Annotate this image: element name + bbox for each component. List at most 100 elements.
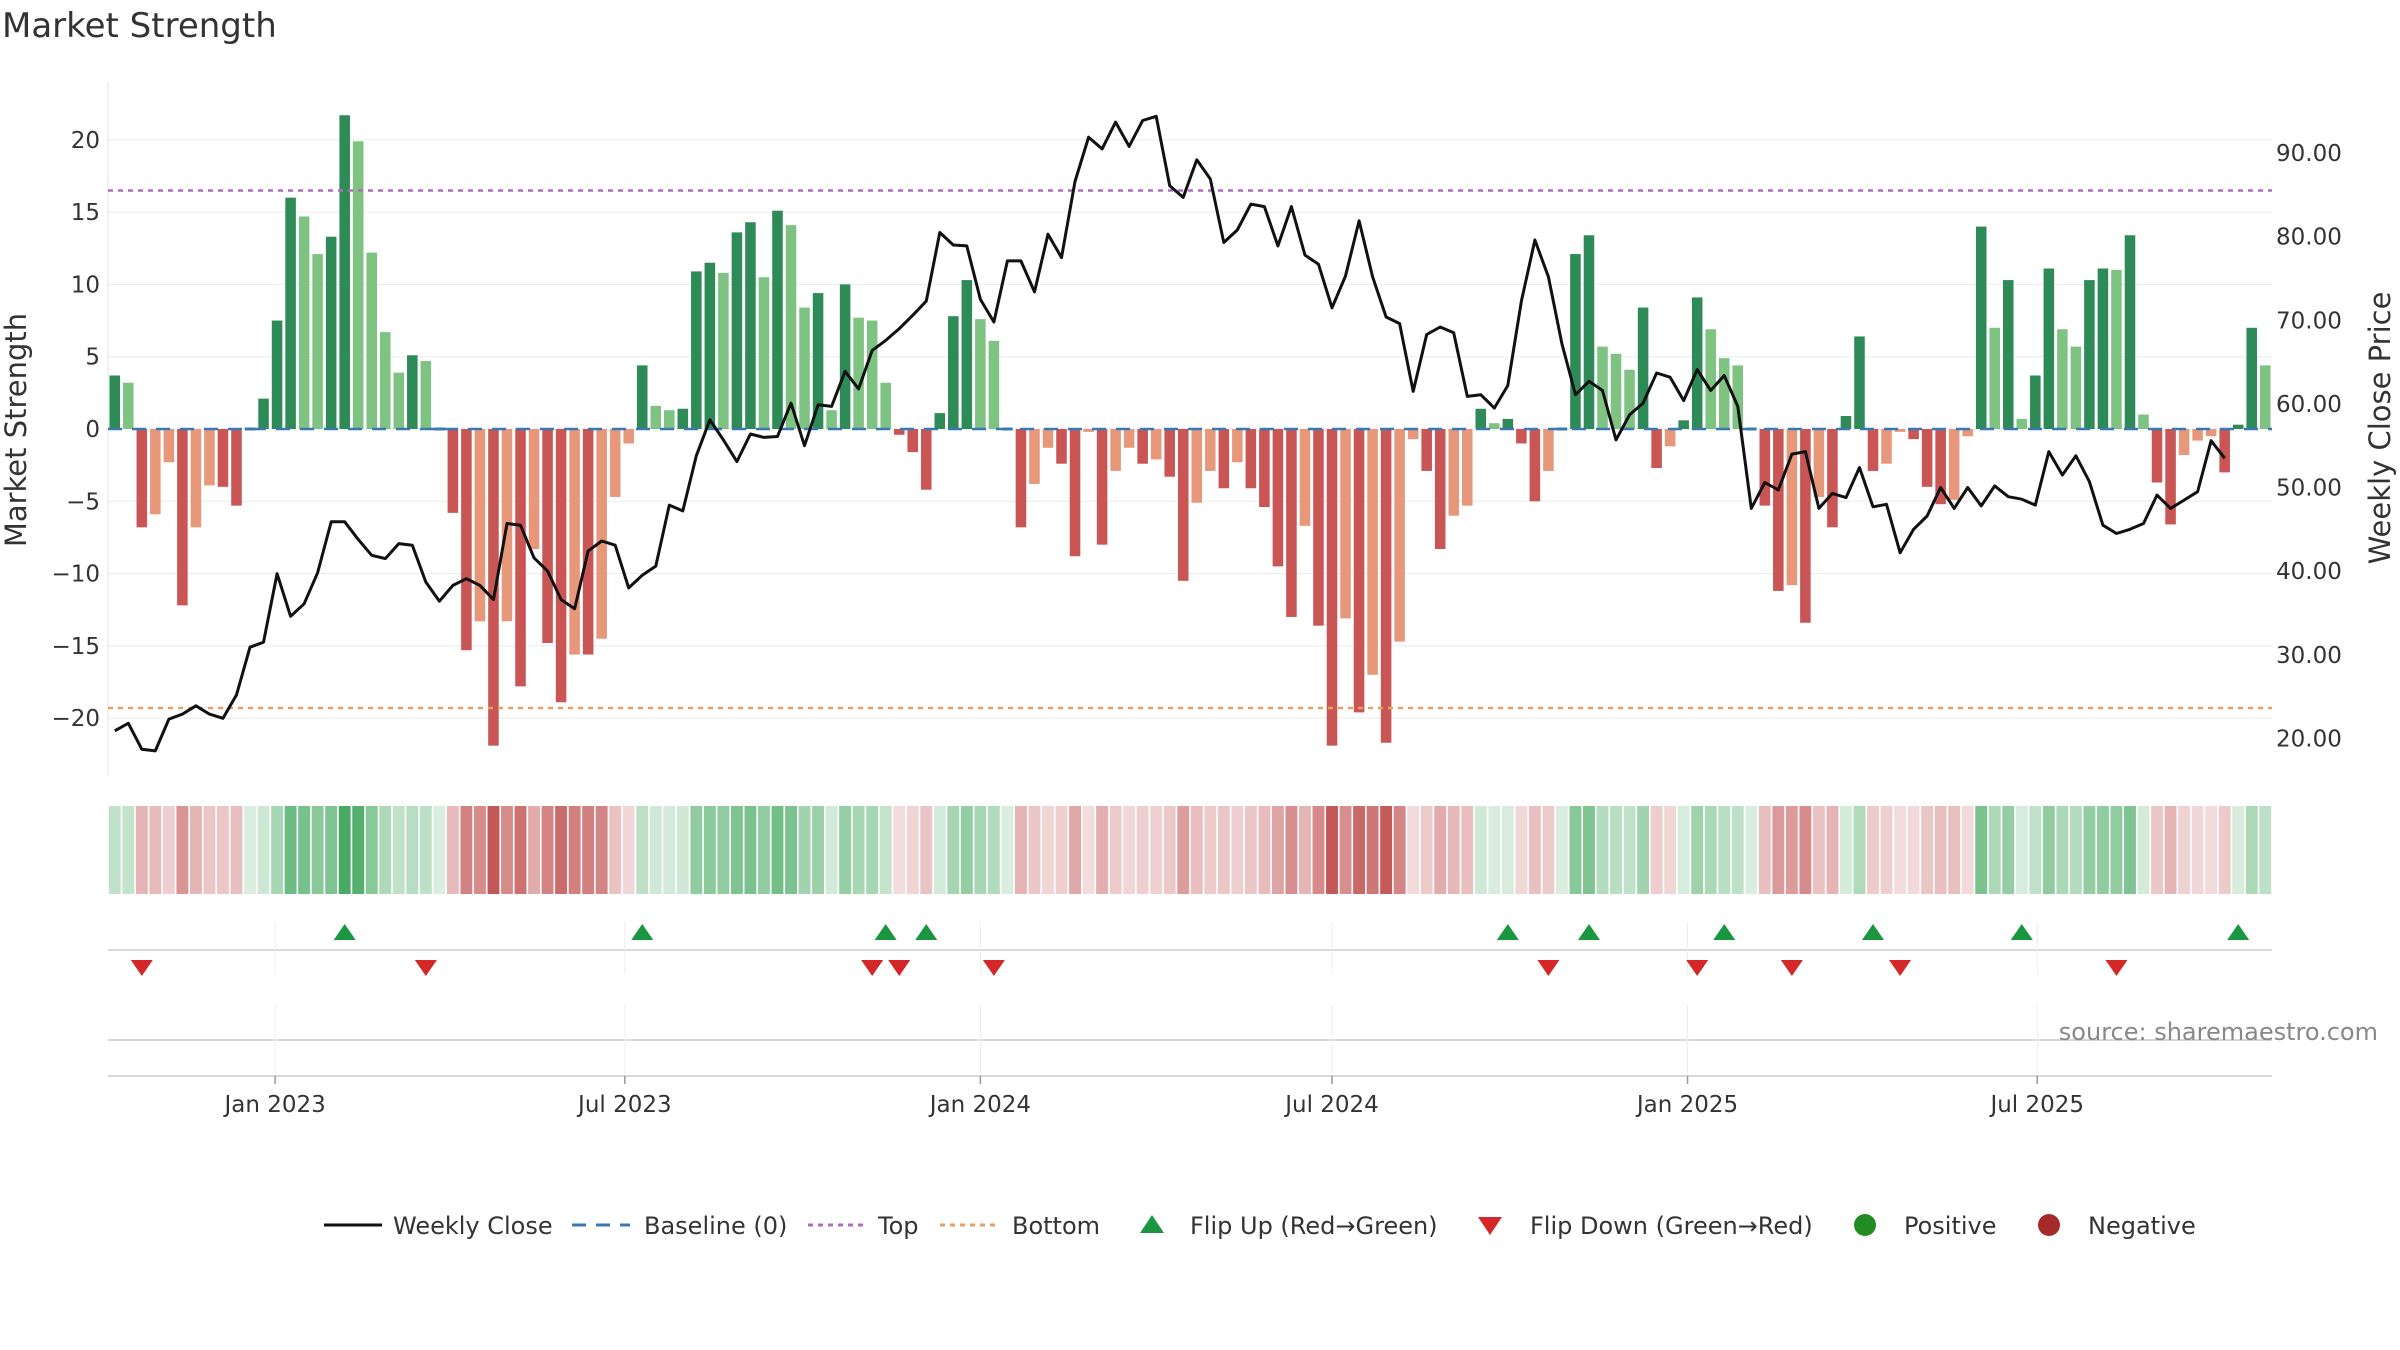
strip-cell [162, 806, 175, 894]
strip-cell [2137, 806, 2150, 894]
strength-bar [1975, 226, 1987, 429]
strength-bar [664, 410, 675, 429]
strip-cell [446, 806, 459, 894]
right-tick-label: 90.00 [2276, 141, 2342, 167]
strength-bar [609, 429, 621, 497]
strip-cell [879, 806, 892, 894]
strip-cell [1014, 806, 1027, 894]
strip-cell [1772, 806, 1785, 894]
strength-bar [1718, 358, 1730, 429]
strip-cell [974, 806, 987, 894]
strip-cell [568, 806, 581, 894]
strength-bar [988, 340, 1000, 429]
right-y-axis: 90.00 80.00 70.00 60.00 50.00 40.00 30.00 20.00 [2276, 141, 2342, 752]
strength-bar [1015, 429, 1027, 528]
strip-cell [1069, 806, 1081, 894]
strip-cell [987, 806, 1000, 894]
strip-cell [1785, 806, 1798, 894]
strip-cell [1650, 806, 1663, 894]
strip-cell [230, 806, 243, 894]
flip-up-marker [333, 924, 356, 940]
strength-bar [934, 413, 946, 429]
strength-bar [352, 141, 364, 429]
strength-bar [1164, 429, 1175, 477]
strength-bar [136, 429, 148, 528]
strength-bar [244, 427, 256, 431]
strength-bar [1732, 365, 1744, 429]
strip-cell [1948, 806, 1961, 894]
strip-cell [379, 806, 392, 894]
strip-cell [1339, 806, 1352, 894]
legend-positive-swatch [1854, 1214, 1876, 1236]
strength-bar [623, 429, 634, 444]
strip-cell [676, 806, 689, 894]
strip-cell [1610, 806, 1622, 894]
strip-cell [1123, 806, 1136, 894]
strip-cell [325, 806, 338, 894]
strength-bar [1434, 429, 1446, 550]
strip-cell [1799, 806, 1812, 894]
strength-bar [528, 429, 540, 550]
strength-bar [691, 271, 702, 429]
strip-cell [785, 806, 797, 894]
strength-bar [1543, 429, 1554, 471]
strength-bar [772, 210, 783, 429]
strip-cell [2069, 806, 2082, 894]
strip-cell [1664, 806, 1677, 894]
strip-cell [636, 806, 649, 894]
legend-negative-swatch [2038, 1214, 2060, 1236]
strength-bar [1272, 429, 1284, 567]
strength-bar [1029, 429, 1040, 484]
strip-cell [298, 806, 311, 894]
strip-cell [1028, 806, 1041, 894]
strength-bar [1529, 429, 1541, 502]
strength-bar [2070, 346, 2082, 429]
strength-bar [1448, 429, 1460, 516]
right-tick-label: 40.00 [2276, 559, 2342, 585]
strip-cell [920, 806, 933, 894]
strip-cell [1042, 806, 1054, 894]
strength-bar [379, 332, 391, 429]
strength-bar [1597, 346, 1608, 429]
strength-bar [812, 293, 824, 429]
right-tick-label: 20.00 [2276, 726, 2342, 752]
strength-bar [2232, 424, 2244, 429]
strength-bar [745, 222, 756, 429]
strength-bar [1380, 429, 1392, 743]
strip-cell [1312, 806, 1325, 894]
strength-bar [1110, 429, 1121, 471]
strength-bar [258, 398, 269, 429]
strength-bar [677, 408, 689, 429]
strip-cell [933, 806, 946, 894]
flip-down-marker [1889, 960, 1912, 976]
strength-bar [731, 232, 743, 429]
strip-cell [1204, 806, 1217, 894]
flip-down-marker [1780, 960, 1803, 976]
strip-cell [1163, 806, 1176, 894]
strength-bar [515, 429, 526, 687]
strip-cell [1217, 806, 1230, 894]
strip-cell [798, 806, 811, 894]
strip-cell [1745, 806, 1758, 894]
strip-cell [555, 806, 568, 894]
right-tick-label: 80.00 [2276, 225, 2342, 251]
strip-cell [189, 806, 202, 894]
strength-bar [2016, 418, 2028, 429]
left-tick-label: 5 [85, 345, 100, 371]
strength-bar [1177, 429, 1189, 581]
left-tick-label: 0 [85, 417, 100, 443]
flip-up-marker [915, 924, 938, 940]
strip-cell [1853, 806, 1866, 894]
strip-cell [2178, 806, 2191, 894]
strip-cell [2259, 806, 2272, 894]
right-tick-label: 60.00 [2276, 392, 2342, 418]
strength-bar [204, 429, 215, 486]
strip-cell [1109, 806, 1122, 894]
strength-bar [1421, 429, 1432, 471]
strip-cell [690, 806, 703, 894]
strength-bar [907, 429, 919, 453]
strength-bar [920, 429, 932, 490]
strip-cell [108, 806, 121, 894]
strength-bar [2178, 429, 2190, 456]
strip-cell [582, 806, 595, 894]
